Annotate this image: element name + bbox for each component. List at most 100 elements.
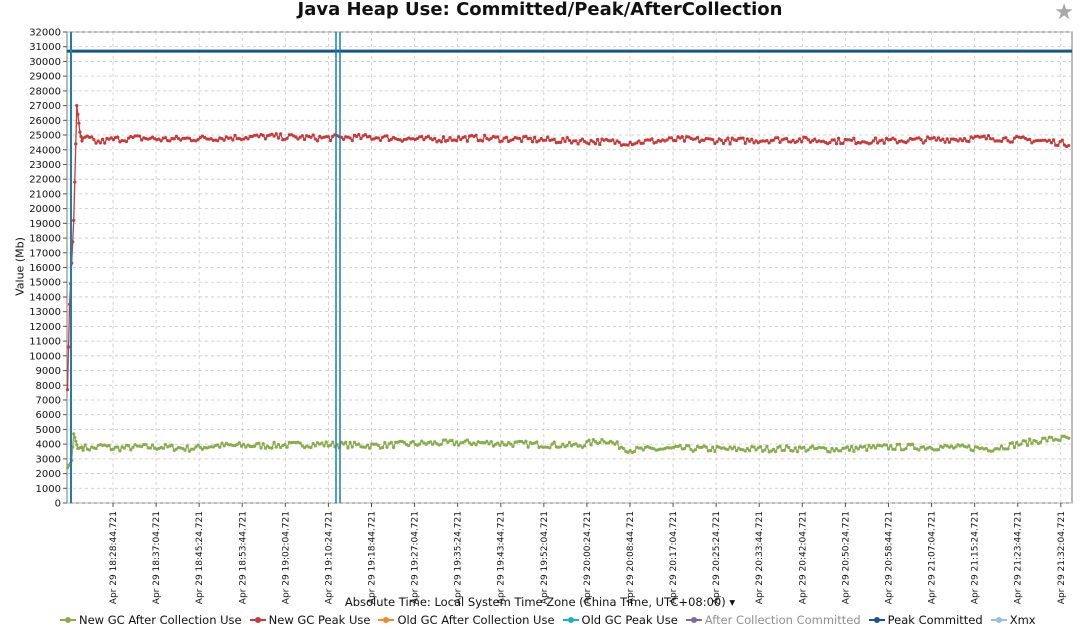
star-icon[interactable]: ★ — [1054, 0, 1074, 25]
data-point-new-gc-after-collection-use — [1010, 441, 1014, 445]
data-point-new-gc-peak-use — [943, 140, 947, 144]
y-tick-label: 3000 — [36, 454, 61, 465]
data-point-new-gc-after-collection-use — [111, 447, 116, 451]
data-point-new-gc-after-collection-use — [218, 445, 222, 449]
y-tick-label: 10000 — [29, 351, 61, 362]
data-point-new-gc-peak-use — [778, 140, 782, 144]
data-point-new-gc-peak-use — [563, 139, 567, 144]
data-point-new-gc-after-collection-use — [122, 446, 126, 450]
data-point-new-gc-peak-use — [906, 139, 910, 143]
data-point-new-gc-after-collection-use — [678, 443, 682, 448]
y-tick-label: 28000 — [29, 86, 61, 97]
data-point-new-gc-after-collection-use — [1049, 435, 1054, 439]
data-point-new-gc-peak-use — [124, 140, 129, 144]
data-point-new-gc-peak-use — [880, 138, 884, 142]
data-point-new-gc-peak-use — [496, 135, 500, 139]
data-point-new-gc-after-collection-use — [1067, 436, 1071, 440]
legend-item-old-gc-peak-use[interactable]: Old GC Peak Use — [562, 613, 678, 627]
data-point-new-gc-after-collection-use — [522, 441, 526, 445]
x-tick-label: Apr 29 19:43:44.721 — [497, 511, 507, 604]
data-point-new-gc-peak-use — [420, 135, 424, 139]
data-point-new-gc-peak-use — [926, 135, 930, 139]
data-point-new-gc-after-collection-use — [465, 438, 469, 442]
data-point-new-gc-after-collection-use — [244, 445, 248, 449]
x-tick-label: Apr 29 19:10:24.721 — [324, 511, 334, 604]
data-point-new-gc-after-collection-use — [309, 445, 313, 450]
data-point-new-gc-after-collection-use — [161, 446, 165, 450]
data-point-new-gc-peak-use — [1051, 138, 1056, 142]
data-point-new-gc-peak-use — [921, 141, 925, 145]
legend-item-peak-committed[interactable]: Peak Committed — [868, 613, 983, 627]
data-point-new-gc-peak-use — [359, 136, 363, 141]
data-point-new-gc-after-collection-use — [183, 448, 187, 452]
data-point-new-gc-after-collection-use — [936, 447, 941, 452]
data-point-new-gc-after-collection-use — [261, 442, 265, 446]
data-point-new-gc-after-collection-use — [352, 440, 357, 444]
legend-item-old-gc-after-collection-use[interactable]: Old GC After Collection Use — [378, 613, 555, 627]
legend-item-new-gc-after-collection-use[interactable]: New GC After Collection Use — [60, 613, 242, 627]
data-point-new-gc-peak-use — [1067, 143, 1071, 148]
data-point-new-gc-after-collection-use — [457, 443, 461, 447]
data-point-new-gc-after-collection-use — [450, 438, 454, 442]
data-point-new-gc-peak-use — [876, 141, 880, 145]
legend-swatch — [685, 615, 702, 625]
data-point-new-gc-after-collection-use — [941, 445, 945, 449]
data-point-new-gc-peak-use — [791, 138, 795, 142]
data-point-new-gc-after-collection-use — [324, 440, 328, 444]
legend-item-new-gc-peak-use[interactable]: New GC Peak Use — [249, 613, 370, 627]
data-point-new-gc-after-collection-use — [489, 439, 493, 444]
data-point-new-gc-after-collection-use — [376, 443, 380, 447]
data-point-new-gc-after-collection-use — [743, 449, 747, 453]
data-point-new-gc-peak-use — [982, 134, 986, 138]
data-point-new-gc-after-collection-use — [1030, 441, 1034, 446]
data-point-new-gc-after-collection-use — [832, 449, 836, 453]
data-point-new-gc-peak-use — [767, 141, 771, 145]
legend-item-xmx[interactable]: Xmx — [990, 613, 1036, 627]
data-point-new-gc-after-collection-use — [745, 446, 750, 451]
data-point-new-gc-peak-use — [745, 137, 750, 141]
data-point-new-gc-peak-use — [1060, 138, 1064, 142]
data-point-new-gc-after-collection-use — [116, 445, 120, 449]
data-point-new-gc-after-collection-use — [810, 444, 815, 448]
data-point-new-gc-peak-use — [578, 139, 582, 143]
data-point-new-gc-peak-use — [524, 134, 528, 138]
data-point-new-gc-after-collection-use — [402, 440, 406, 445]
data-point-new-gc-peak-use — [713, 141, 717, 146]
data-point-new-gc-peak-use — [1010, 140, 1014, 144]
data-point-new-gc-peak-use — [752, 141, 756, 145]
x-axis-title[interactable]: Absolute Time: Local System Time Zone (C… — [0, 595, 1080, 609]
data-point-new-gc-peak-use — [837, 136, 841, 140]
data-point-new-gc-after-collection-use — [144, 442, 148, 447]
data-point-new-gc-peak-use — [869, 141, 873, 145]
data-point-new-gc-after-collection-use — [748, 449, 752, 453]
x-tick-label: Apr 29 20:08:44.721 — [626, 511, 636, 604]
data-point-new-gc-peak-use — [368, 134, 372, 139]
data-point-new-gc-after-collection-use — [639, 446, 643, 450]
data-point-new-gc-peak-use — [635, 141, 639, 145]
y-tick-label: 18000 — [29, 234, 61, 245]
legend-swatch — [868, 615, 885, 625]
data-point-new-gc-after-collection-use — [921, 445, 925, 449]
x-tick-label: Apr 29 18:53:44.721 — [238, 511, 248, 604]
data-point-new-gc-after-collection-use — [444, 438, 448, 442]
data-point-new-gc-peak-use — [945, 137, 949, 141]
data-point-new-gc-peak-use — [480, 139, 485, 143]
data-point-new-gc-peak-use — [1056, 143, 1060, 147]
data-point-new-gc-after-collection-use — [407, 443, 411, 448]
data-point-new-gc-peak-use — [348, 136, 352, 140]
data-point-new-gc-peak-use — [111, 138, 116, 142]
y-tick-label: 16000 — [29, 263, 61, 274]
data-point-new-gc-after-collection-use — [593, 440, 598, 444]
legend-item-after-collection-committed[interactable]: After Collection Committed — [685, 613, 861, 627]
data-point-new-gc-peak-use — [1049, 141, 1054, 145]
data-point-new-gc-peak-use — [446, 138, 450, 142]
data-point-new-gc-after-collection-use — [81, 448, 85, 452]
data-point-new-gc-peak-use — [991, 137, 995, 141]
data-point-new-gc-after-collection-use — [431, 442, 435, 446]
data-point-new-gc-after-collection-use — [850, 444, 854, 448]
data-point-new-gc-peak-use — [569, 141, 574, 145]
chevron-down-icon[interactable]: ▾ — [729, 595, 736, 609]
legend-label: Peak Committed — [887, 613, 983, 627]
data-point-new-gc-peak-use — [654, 140, 658, 144]
data-point-new-gc-after-collection-use — [689, 447, 693, 452]
